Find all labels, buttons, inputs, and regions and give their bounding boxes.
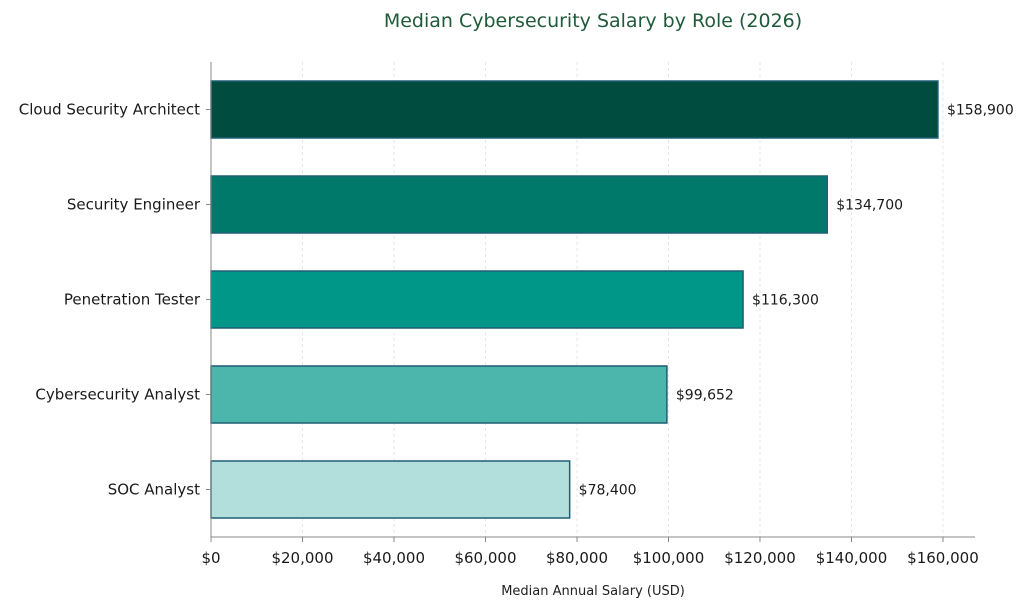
category-label: Security Engineer	[67, 196, 201, 214]
x-tick-label: $20,000	[271, 549, 333, 567]
axes	[206, 62, 975, 542]
value-label: $116,300	[752, 293, 819, 309]
grid-lines	[301, 62, 944, 537]
x-axis-label: Median Annual Salary (USD)	[501, 584, 685, 599]
value-label: $158,900	[947, 103, 1014, 119]
bar	[210, 270, 744, 329]
chart-title: Median Cybersecurity Salary by Role (202…	[384, 10, 802, 32]
x-tick-label: $100,000	[633, 549, 705, 567]
bars	[210, 80, 939, 519]
category-label: Cybersecurity Analyst	[35, 386, 200, 404]
value-label: $99,652	[676, 388, 734, 404]
x-tick-label: $140,000	[816, 549, 888, 567]
x-tick-label: $160,000	[907, 549, 979, 567]
x-tick-label: $80,000	[546, 549, 608, 567]
x-tick-label: $120,000	[724, 549, 796, 567]
bar	[210, 175, 828, 234]
x-tick-label: $0	[201, 549, 220, 567]
value-label: $78,400	[579, 483, 637, 499]
category-label: SOC Analyst	[108, 481, 200, 499]
x-tick-label: $60,000	[454, 549, 516, 567]
x-tick-labels: $0 $20,000 $40,000 $60,000 $80,000 $100,000 $1…	[201, 549, 978, 567]
category-label: Cloud Security Architect	[19, 101, 200, 119]
x-tick-label: $40,000	[363, 549, 425, 567]
value-labels: $158,900 $134,700 $116,300 $99,652 $78,400	[579, 103, 1014, 499]
bar	[210, 80, 939, 139]
category-label: Penetration Tester	[64, 291, 201, 309]
bar	[210, 460, 571, 519]
value-label: $134,700	[836, 198, 903, 214]
category-labels: Cloud Security Architect Security Enginee…	[19, 101, 201, 499]
bar	[210, 365, 668, 424]
